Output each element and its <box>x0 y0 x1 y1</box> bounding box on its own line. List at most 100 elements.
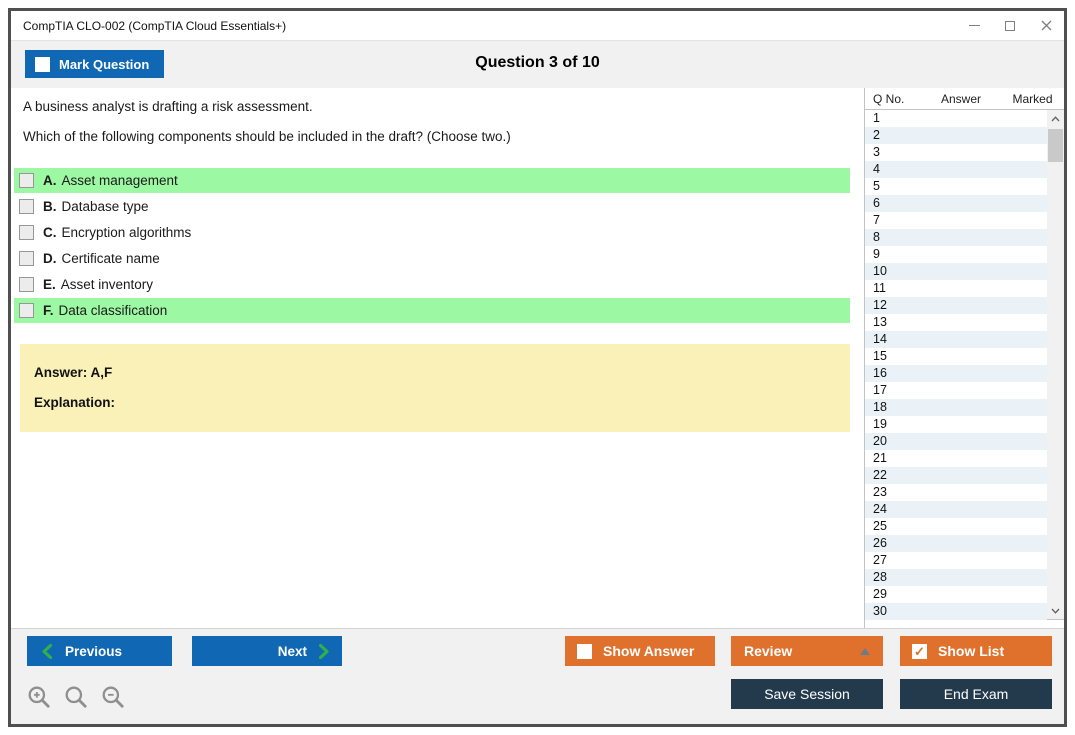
question-number: 27 <box>873 553 887 567</box>
question-list-row[interactable]: 22 <box>865 467 1047 484</box>
question-list-row[interactable]: 20 <box>865 433 1047 450</box>
question-list-row[interactable]: 26 <box>865 535 1047 552</box>
review-caret <box>860 647 883 655</box>
previous-label: Previous <box>65 643 123 659</box>
question-number: 6 <box>873 196 880 210</box>
chevron-left-icon <box>42 643 52 659</box>
end-exam-label: End Exam <box>943 686 1009 702</box>
answer-option[interactable]: A. Asset management <box>14 168 850 193</box>
show-answer-label: Show Answer <box>603 643 695 659</box>
header-answer: Answer <box>940 91 981 106</box>
scroll-down-arrow[interactable] <box>1047 602 1064 619</box>
zoom-reset-button[interactable] <box>62 683 90 711</box>
answer-option[interactable]: E. Asset inventory <box>14 272 850 297</box>
zoom-reset-icon <box>65 686 87 708</box>
question-list-row[interactable]: 28 <box>865 569 1047 586</box>
question-number: 29 <box>873 587 887 601</box>
save-session-button[interactable]: Save Session <box>731 679 883 709</box>
question-list-row[interactable]: 12 <box>865 297 1047 314</box>
question-list-row[interactable]: 8 <box>865 229 1047 246</box>
close-button[interactable] <box>1028 11 1064 40</box>
option-checkbox[interactable] <box>19 251 34 266</box>
question-list-row[interactable]: 6 <box>865 195 1047 212</box>
option-letter: F. <box>43 303 54 318</box>
question-list-row[interactable]: 14 <box>865 331 1047 348</box>
option-letter: C. <box>43 225 57 240</box>
question-pane: A business analyst is drafting a risk as… <box>11 88 864 628</box>
question-list-row[interactable]: 19 <box>865 416 1047 433</box>
show-list-checkbox: ✓ <box>912 643 927 659</box>
zoom-controls <box>25 683 127 711</box>
question-list-row[interactable]: 17 <box>865 382 1047 399</box>
question-list-row[interactable]: 4 <box>865 161 1047 178</box>
question-list-row[interactable]: 24 <box>865 501 1047 518</box>
review-button[interactable]: Review <box>731 636 883 666</box>
answer-option[interactable]: F. Data classification <box>14 298 850 323</box>
question-list-row[interactable]: 21 <box>865 450 1047 467</box>
window-title: CompTIA CLO-002 (CompTIA Cloud Essential… <box>23 18 287 33</box>
question-number: 17 <box>873 383 887 397</box>
save-session-label: Save Session <box>764 686 850 702</box>
minimize-button[interactable] <box>956 11 992 40</box>
question-list-row[interactable]: 10 <box>865 263 1047 280</box>
question-list-row[interactable]: 16 <box>865 365 1047 382</box>
question-list-row[interactable]: 5 <box>865 178 1047 195</box>
answer-box: Answer: A,F Explanation: <box>20 344 850 432</box>
question-list-row[interactable]: 25 <box>865 518 1047 535</box>
question-counter: Question 3 of 10 <box>475 54 600 71</box>
question-list-row[interactable]: 30 <box>865 603 1047 620</box>
previous-button[interactable]: Previous <box>27 636 172 666</box>
next-button[interactable]: Next <box>192 636 342 666</box>
zoom-out-button[interactable] <box>99 683 127 711</box>
answer-option[interactable]: D. Certificate name <box>14 246 850 271</box>
end-exam-button[interactable]: End Exam <box>900 679 1052 709</box>
option-checkbox[interactable] <box>19 225 34 240</box>
question-list-row[interactable]: 18 <box>865 399 1047 416</box>
question-list-row[interactable]: 11 <box>865 280 1047 297</box>
maximize-button[interactable] <box>992 11 1028 40</box>
mark-question-checkbox <box>35 56 50 72</box>
mark-question-label: Mark Question <box>59 56 150 72</box>
question-list-row[interactable]: 27 <box>865 552 1047 569</box>
question-list-row[interactable]: 29 <box>865 586 1047 603</box>
answer-option[interactable]: C. Encryption algorithms <box>14 220 850 245</box>
option-letter: E. <box>43 277 56 292</box>
option-text: Asset management <box>61 173 178 188</box>
mark-question-button[interactable]: Mark Question <box>25 50 165 78</box>
question-number: 21 <box>873 451 887 465</box>
zoom-in-button[interactable] <box>25 683 53 711</box>
question-list-row[interactable]: 1 <box>865 110 1047 127</box>
question-list-row[interactable]: 15 <box>865 348 1047 365</box>
scrollbar[interactable] <box>1047 110 1064 619</box>
question-rows: 1 2 3 4 5 6 7 8 9 10 11 12 13 14 15 16 1… <box>865 110 1047 620</box>
header-marked: Marked <box>1012 91 1053 106</box>
question-list-row[interactable]: 7 <box>865 212 1047 229</box>
question-list-row[interactable]: 9 <box>865 246 1047 263</box>
option-checkbox[interactable] <box>19 199 34 214</box>
explanation-label: Explanation: <box>34 395 116 410</box>
question-number: 3 <box>873 145 880 159</box>
scrollbar-thumb[interactable] <box>1048 129 1063 162</box>
scroll-up-arrow[interactable] <box>1047 110 1064 127</box>
answer-option[interactable]: B. Database type <box>14 194 850 219</box>
question-list-row[interactable]: 3 <box>865 144 1047 161</box>
question-list-row[interactable]: 2 <box>865 127 1047 144</box>
question-number: 15 <box>873 349 887 363</box>
option-checkbox[interactable] <box>19 277 34 292</box>
option-text: Certificate name <box>61 251 160 266</box>
footer-bar: Previous Next Show Answer Review ✓ Show … <box>11 628 1064 724</box>
question-list-header: Q No. Answer Marked <box>865 88 1064 110</box>
option-checkbox[interactable] <box>19 303 34 318</box>
option-checkbox[interactable] <box>19 173 34 188</box>
triangle-up-icon <box>860 647 870 655</box>
question-number: 18 <box>873 400 887 414</box>
toolbar: Mark Question Question 3 of 10 <box>11 40 1064 88</box>
options-list: A. Asset management B. Database type C. … <box>14 168 850 324</box>
question-list-row[interactable]: 23 <box>865 484 1047 501</box>
question-number: 4 <box>873 162 880 176</box>
question-list-row[interactable]: 13 <box>865 314 1047 331</box>
next-label: Next <box>277 643 307 659</box>
question-list: 1 2 3 4 5 6 7 8 9 10 11 12 13 14 15 16 1… <box>865 110 1064 620</box>
show-list-button[interactable]: ✓ Show List <box>900 636 1052 666</box>
show-answer-button[interactable]: Show Answer <box>565 636 715 666</box>
